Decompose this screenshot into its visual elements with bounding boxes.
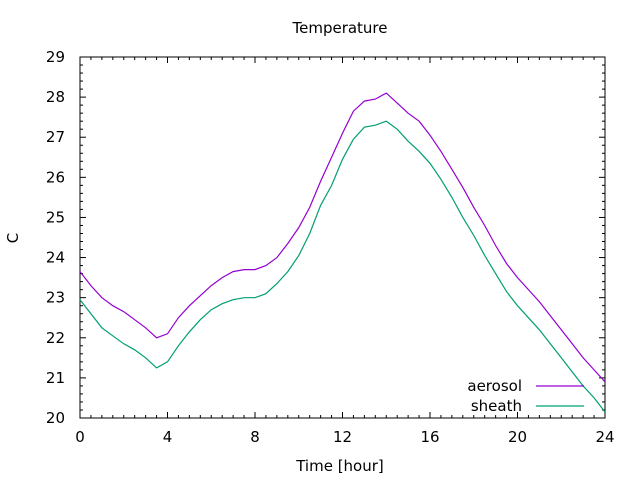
y-tick-label: 25 <box>46 208 65 226</box>
chart-title: Temperature <box>291 19 387 37</box>
x-tick-label: 12 <box>333 428 352 446</box>
y-tick-label: 27 <box>46 128 65 146</box>
legend: aerosol sheath <box>467 377 584 415</box>
series-lines <box>79 92 606 413</box>
series-line-aerosol <box>79 92 606 383</box>
legend-label-sheath: sheath <box>471 397 522 415</box>
x-tick-label: 0 <box>75 428 85 446</box>
series-line-sheath <box>79 120 606 413</box>
x-tick-label: 20 <box>508 428 527 446</box>
y-tick-label: 21 <box>46 369 65 387</box>
y-axis-label: C <box>4 233 22 243</box>
y-tick-label: 29 <box>46 48 65 66</box>
plot-frame <box>79 56 606 419</box>
x-tick-label: 16 <box>420 428 439 446</box>
y-tick-label: 23 <box>46 289 65 307</box>
y-tick-label: 28 <box>46 88 65 106</box>
x-tick-label: 24 <box>595 428 614 446</box>
y-tick-label: 20 <box>46 409 65 427</box>
y-tick-label: 26 <box>46 168 65 186</box>
y-tick-label: 24 <box>46 249 65 267</box>
x-tick-label: 4 <box>163 428 173 446</box>
x-axis-ticks: 0 4 8 12 16 20 24 <box>75 57 615 446</box>
y-tick-label: 22 <box>46 329 65 347</box>
legend-label-aerosol: aerosol <box>467 377 522 395</box>
x-axis-label: Time [hour] <box>295 457 384 475</box>
x-tick-label: 8 <box>250 428 260 446</box>
y-axis-ticks: 20 21 22 23 24 25 26 27 28 29 <box>46 48 605 427</box>
